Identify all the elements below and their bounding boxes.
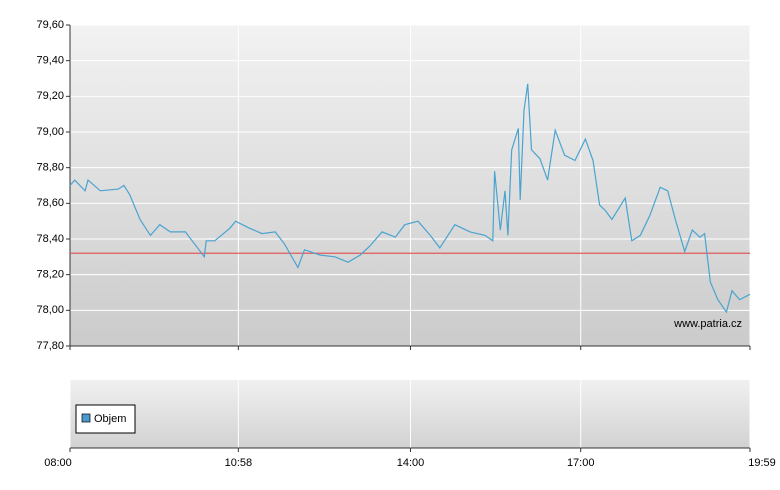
watermark: www.patria.cz [673, 318, 742, 330]
y-tick-label: 78,60 [36, 197, 64, 209]
x-tick-label: 10:58 [225, 457, 253, 469]
legend-swatch [81, 413, 91, 423]
y-tick-label: 78,80 [36, 162, 64, 174]
y-tick-label: 77,80 [36, 340, 64, 352]
y-tick-label: 79,60 [36, 19, 64, 31]
legend-label: Objem [94, 413, 126, 425]
x-tick-label: 14:00 [397, 457, 425, 469]
x-tick-label: 17:00 [567, 457, 595, 469]
price-line [69, 83, 751, 314]
x-tick-label: 08:00 [44, 457, 72, 469]
y-tick-label: 78,20 [36, 269, 64, 281]
y-tick-label: 78,00 [36, 304, 64, 316]
x-tick-label: 19:59 [748, 457, 776, 469]
y-tick-label: 79,00 [36, 126, 64, 138]
y-tick-label: 79,20 [36, 90, 64, 102]
y-tick-label: 79,40 [36, 55, 64, 67]
y-tick-label: 78,40 [36, 233, 64, 245]
